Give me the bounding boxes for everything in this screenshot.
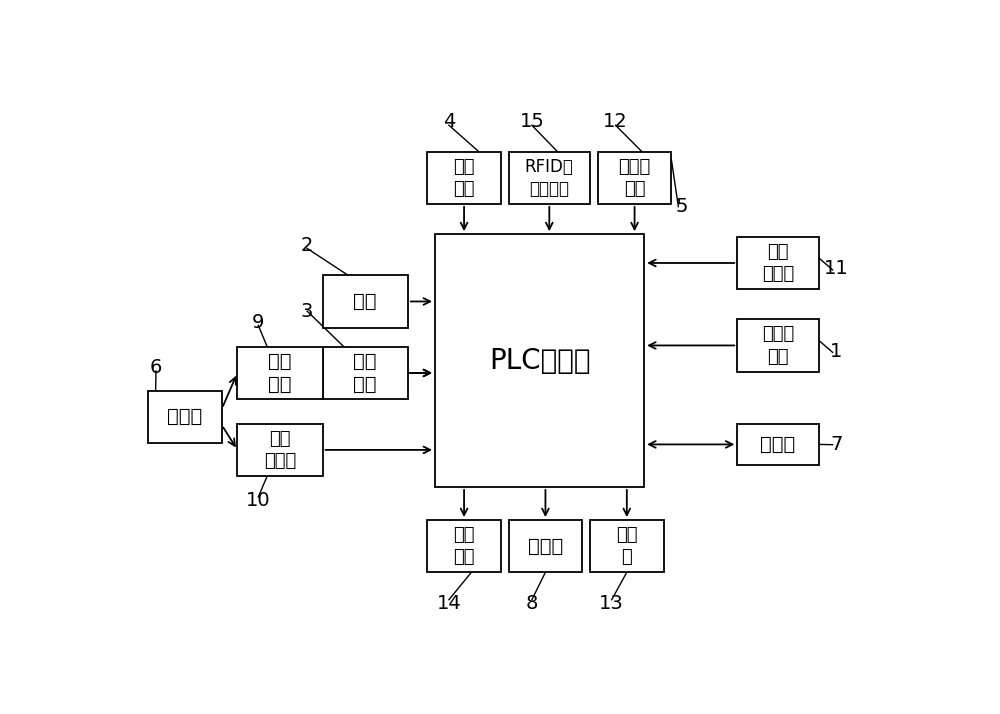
Bar: [237, 424, 323, 476]
Bar: [590, 520, 664, 572]
Text: 12: 12: [603, 112, 628, 131]
Bar: [598, 151, 671, 204]
Text: 8: 8: [526, 594, 538, 613]
Bar: [237, 347, 323, 399]
Bar: [427, 151, 501, 204]
Text: 14: 14: [437, 594, 461, 613]
Text: 7: 7: [830, 436, 843, 454]
Text: 1: 1: [830, 342, 843, 361]
Bar: [737, 424, 819, 465]
Bar: [509, 520, 582, 572]
Text: 油泵
电机: 油泵 电机: [354, 352, 377, 394]
Text: 11: 11: [824, 259, 849, 278]
Text: 4: 4: [443, 112, 455, 131]
Text: 液位传
感器: 液位传 感器: [618, 158, 651, 198]
Text: 定量缸: 定量缸: [167, 408, 203, 426]
Text: 流量传
感器: 流量传 感器: [762, 326, 794, 366]
Text: RFID射
频识别器: RFID射 频识别器: [525, 158, 574, 198]
Text: 2: 2: [301, 236, 313, 255]
Text: 9: 9: [252, 313, 264, 331]
Text: 3: 3: [301, 301, 313, 321]
Bar: [427, 520, 501, 572]
Text: 油箱: 油箱: [354, 292, 377, 311]
Text: 6: 6: [150, 358, 162, 377]
Bar: [737, 237, 819, 289]
Bar: [323, 347, 408, 399]
Text: 开关
电源: 开关 电源: [453, 158, 475, 198]
Bar: [509, 151, 590, 204]
Bar: [323, 276, 408, 328]
Text: 冷水机: 冷水机: [528, 537, 563, 555]
Text: 加热
件: 加热 件: [616, 526, 638, 566]
Text: 5: 5: [675, 197, 688, 216]
Text: 伺服
电机: 伺服 电机: [268, 352, 292, 394]
Bar: [435, 234, 644, 487]
Bar: [148, 391, 222, 443]
Text: 位移
传感器: 位移 传感器: [264, 430, 296, 470]
Text: 10: 10: [246, 491, 271, 511]
Bar: [737, 319, 819, 371]
Text: 13: 13: [599, 594, 624, 613]
Text: 15: 15: [519, 112, 544, 131]
Text: 温度
传感器: 温度 传感器: [762, 243, 794, 283]
Text: 电磁
阀组: 电磁 阀组: [453, 526, 475, 566]
Text: 触摸屏: 触摸屏: [760, 435, 796, 454]
Text: PLC控制器: PLC控制器: [489, 346, 590, 375]
